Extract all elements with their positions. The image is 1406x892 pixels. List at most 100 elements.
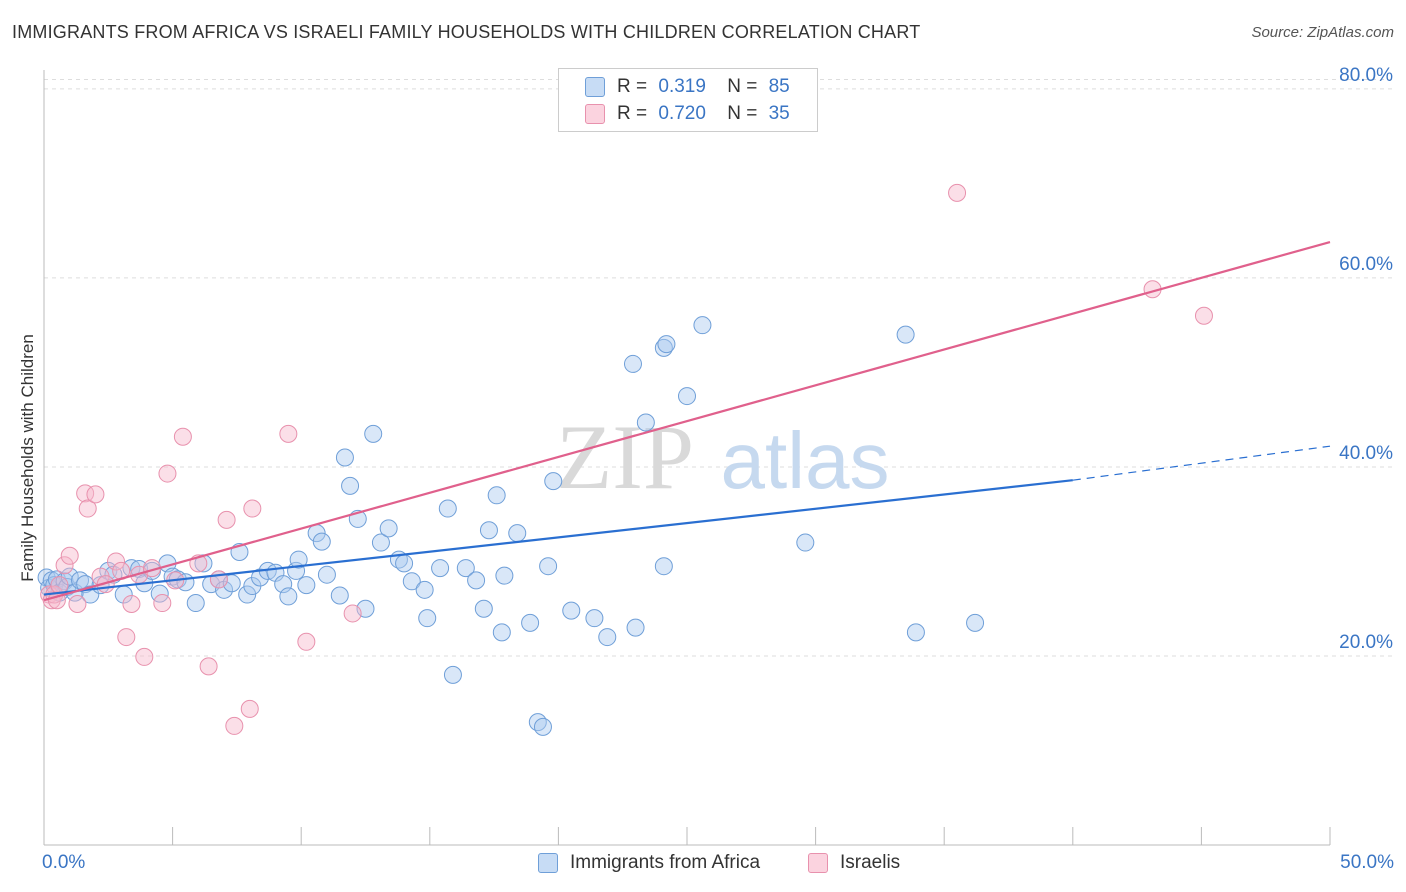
bottom-legend: Immigrants from Africa Israelis [0, 852, 1406, 876]
africa-point [479, 521, 498, 540]
israel-point [122, 594, 141, 613]
israel-point [50, 576, 69, 595]
bottom-legend-label-africa: Immigrants from Africa [570, 852, 761, 873]
africa-point [598, 628, 617, 647]
africa-point [371, 533, 390, 552]
africa-point [906, 623, 925, 642]
israel-point [225, 716, 244, 735]
africa-point [487, 486, 506, 505]
africa-point [508, 524, 527, 543]
africa-point [539, 557, 558, 576]
israel-point [279, 424, 298, 443]
israel-point [86, 485, 105, 504]
israel-point [153, 594, 172, 613]
legend-swatch-africa [585, 77, 605, 97]
africa-point [626, 618, 645, 637]
trend-line-israelis [43, 240, 1331, 602]
israel-point [240, 699, 259, 718]
africa-point [364, 424, 383, 443]
israel-point [948, 183, 967, 202]
africa-point [966, 613, 985, 632]
israel-point [135, 647, 154, 666]
legend-n-label: N = [727, 76, 758, 97]
legend-r-label: R = [617, 76, 648, 97]
watermark-zip: ZIP [556, 406, 694, 508]
bottom-legend-swatch-israelis [808, 853, 828, 873]
africa-point [415, 580, 434, 599]
africa-point [215, 580, 234, 599]
legend-r-value: 0.319 [658, 76, 706, 97]
israel-point [243, 499, 262, 518]
israel-point [107, 552, 126, 571]
israel-point [173, 427, 192, 446]
source-note: Source: ZipAtlas.com [1251, 24, 1394, 41]
africa-point [317, 565, 336, 584]
grid-lines [44, 78, 1392, 657]
legend-n-label: N = [727, 103, 758, 124]
bottom-legend-israelis: Israelis [808, 852, 900, 874]
bottom-legend-africa: Immigrants from Africa [538, 852, 760, 874]
africa-point [395, 554, 414, 573]
israel-point [68, 594, 87, 613]
legend-swatch-israelis [585, 104, 605, 124]
africa-point [312, 532, 331, 551]
africa-point [896, 325, 915, 344]
trend-line-africa-extension [1072, 445, 1331, 481]
africa-point [562, 601, 581, 620]
africa-point [330, 586, 349, 605]
africa-point [279, 587, 298, 606]
africa-point [297, 576, 316, 595]
israel-point [1194, 306, 1213, 325]
africa-point [438, 499, 457, 518]
israel-point [199, 657, 218, 676]
israel-point [297, 632, 316, 651]
africa-point [657, 335, 676, 354]
africa-point [623, 354, 642, 373]
africa-point [467, 571, 486, 590]
africa-point [456, 559, 475, 578]
israel-point [76, 484, 95, 503]
africa-point [521, 613, 540, 632]
africa-point [533, 717, 552, 736]
africa-point [238, 585, 257, 604]
legend-r-value: 0.720 [658, 103, 706, 124]
trend-lines [43, 240, 1331, 602]
bottom-legend-label-israelis: Israelis [840, 852, 901, 873]
series-africa-points [37, 316, 985, 736]
africa-point [528, 713, 547, 732]
israel-point [60, 546, 79, 565]
africa-point [443, 665, 462, 684]
africa-point [492, 623, 511, 642]
africa-point [796, 533, 815, 552]
africa-point [402, 572, 421, 591]
legend-r-label: R = [617, 103, 648, 124]
israel-point [55, 556, 74, 575]
africa-point [474, 599, 493, 618]
legend-n-value: 85 [768, 76, 790, 97]
africa-point [289, 550, 308, 569]
africa-point [431, 559, 450, 578]
y-tick-label: 40.0% [1339, 443, 1393, 464]
y-tick-label: 80.0% [1339, 65, 1393, 86]
x-tick-label-max: 50.0% [1340, 852, 1394, 873]
axes [43, 70, 1331, 846]
africa-point [379, 519, 398, 538]
africa-point [495, 566, 514, 585]
tick-labels: 20.0% 40.0% 60.0% 80.0% [1339, 65, 1393, 653]
chart-title: IMMIGRANTS FROM AFRICA VS ISRAELI FAMILY… [12, 22, 921, 42]
bottom-legend-swatch-africa [538, 853, 558, 873]
israel-point [117, 628, 136, 647]
africa-point [186, 594, 205, 613]
africa-point [678, 387, 696, 406]
y-tick-label: 60.0% [1339, 254, 1393, 275]
africa-point [654, 557, 673, 576]
israel-point [343, 604, 362, 623]
y-tick-label: 20.0% [1339, 632, 1393, 653]
africa-point [341, 476, 360, 495]
africa-point [418, 609, 437, 628]
israel-point [78, 499, 97, 518]
watermark-atlas: atlas [721, 416, 890, 505]
africa-point [335, 448, 354, 467]
x-tick-label-min: 0.0% [42, 852, 86, 873]
